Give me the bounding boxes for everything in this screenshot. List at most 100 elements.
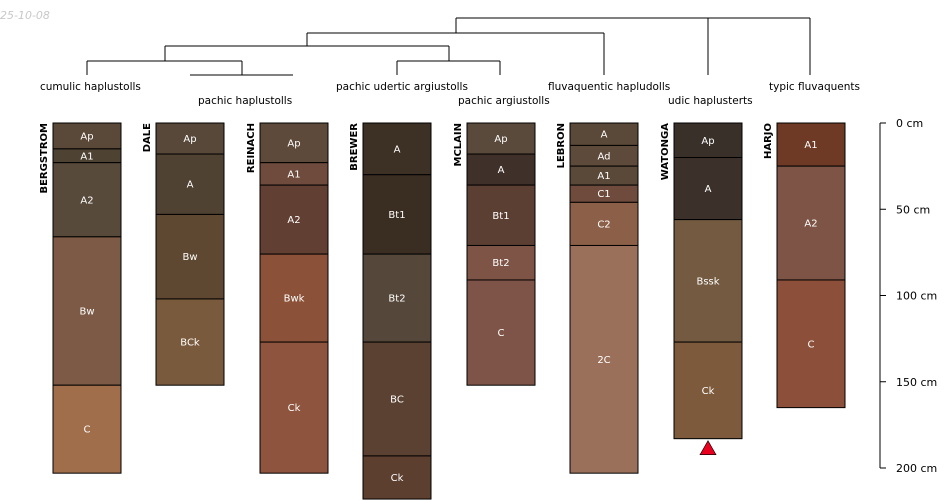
profile-reinach: Ap A1 A2 Bwk Ck REINACH: [246, 122, 329, 474]
horizon-label: Bt2: [492, 258, 509, 269]
profile-dale: Ap A Bw BCk DALE: [142, 122, 225, 386]
profile-name: DALE: [142, 123, 153, 152]
taxon-label: pachic haplustolls: [198, 95, 292, 107]
horizon: [52, 122, 122, 150]
horizon-label: Ap: [287, 138, 300, 149]
horizon-label: A: [187, 180, 194, 191]
taxon-label: cumulic haplustolls: [40, 81, 141, 93]
horizon-label: 2C: [597, 355, 610, 366]
horizon-label: A1: [804, 140, 817, 151]
horizon: [673, 122, 743, 158]
horizon: [52, 384, 122, 474]
horizon-label: C1: [597, 189, 610, 200]
horizon-label: A2: [287, 215, 300, 226]
dendrogram: [86, 17, 811, 76]
horizon-label: C: [84, 425, 91, 436]
profile-name: BREWER: [349, 123, 360, 171]
taxon-label: fluvaquentic hapludolls: [548, 81, 670, 93]
horizon: [776, 279, 846, 409]
horizon: [259, 184, 329, 255]
horizon-label: A2: [80, 195, 93, 206]
horizon-label: Bssk: [696, 276, 719, 287]
depth-axis: 0 cm 50 cm 100 cm 150 cm 200 cm: [879, 117, 937, 475]
depth-tick-label: 200 cm: [896, 462, 937, 475]
horizon: [362, 455, 432, 500]
horizon-label: BC: [390, 395, 404, 406]
profile-name: REINACH: [246, 123, 257, 173]
horizon: [466, 153, 536, 186]
horizon: [776, 165, 846, 281]
horizon: [155, 298, 225, 386]
horizon: [673, 157, 743, 221]
horizon: [259, 253, 329, 343]
profile-name: BERGSTROM: [39, 123, 50, 194]
horizon: [362, 122, 432, 176]
depth-tick-label: 50 cm: [896, 203, 930, 216]
taxon-label: typic fluvaquents: [769, 81, 860, 93]
horizon-label: BCk: [180, 338, 200, 349]
horizon-label: A1: [597, 171, 610, 182]
profile-harjo: A1 A2 C HARJO: [763, 122, 846, 409]
horizon-label: Ad: [597, 151, 610, 162]
horizon-label: A: [498, 165, 505, 176]
horizon: [362, 253, 432, 343]
horizon: [673, 219, 743, 343]
horizon: [52, 236, 122, 386]
depth-tick-label: 100 cm: [896, 290, 937, 303]
horizon-label: Bw: [79, 307, 94, 318]
horizon-label: Ap: [494, 134, 507, 145]
horizon-label: C: [808, 339, 815, 350]
bottom-marker-triangle: [699, 440, 717, 455]
horizon-label: A: [601, 130, 608, 141]
taxonomy-labels: cumulic haplustolls pachic haplustolls p…: [40, 81, 860, 107]
horizon: [466, 279, 536, 386]
horizon-label: A: [705, 184, 712, 195]
profile-name: HARJO: [763, 123, 774, 159]
date-label: 2025-10-08: [0, 9, 50, 22]
horizon-label: C2: [597, 219, 610, 230]
horizon-label: Bt1: [388, 210, 405, 221]
profile-bergstrom: Ap A1 A2 Bw C BERGSTROM: [39, 122, 122, 474]
horizon: [776, 122, 846, 167]
profile-watonga: Ap A Bssk Ck WATONGA: [660, 122, 743, 455]
horizon-label: C: [498, 328, 505, 339]
taxon-label: pachic argiustolls: [458, 95, 550, 107]
profiles: Ap A1 A2 Bw C BERGSTROM Ap A Bw BCk DALE Ap A1 A2 Bwk C…: [39, 122, 846, 500]
horizon: [466, 244, 536, 281]
profile-name: MCLAIN: [453, 123, 464, 167]
horizon: [259, 341, 329, 474]
horizon-label: Ap: [80, 131, 93, 142]
profile-name: LEBRON: [556, 123, 567, 168]
depth-tick-label: 0 cm: [896, 117, 923, 130]
horizon-label: Ap: [701, 136, 714, 147]
horizon: [673, 341, 743, 440]
horizon-label: Bt1: [492, 211, 509, 222]
profile-lebron: A Ad A1 C1 C2 2C LEBRON: [556, 122, 639, 474]
horizon: [362, 341, 432, 457]
horizon: [259, 122, 329, 164]
horizon-label: Bwk: [284, 294, 305, 305]
profile-mclain: Ap A Bt1 Bt2 C MCLAIN: [453, 122, 536, 386]
horizon-label: A1: [80, 151, 93, 162]
horizon: [466, 122, 536, 155]
horizon-label: A1: [287, 169, 300, 180]
profile-name: WATONGA: [660, 123, 671, 180]
horizon-label: Bw: [182, 252, 197, 263]
taxon-label: pachic udertic argiustolls: [336, 81, 468, 93]
horizon-label: A2: [804, 219, 817, 230]
horizon-label: Bt2: [388, 294, 405, 305]
horizon: [52, 162, 122, 238]
horizon: [155, 213, 225, 300]
profile-brewer: A Bt1 Bt2 BC Ck BREWER: [349, 122, 432, 500]
horizon-label: A: [394, 144, 401, 155]
horizon-label: Ck: [288, 403, 301, 414]
depth-tick-label: 150 cm: [896, 376, 937, 389]
horizon: [155, 122, 225, 155]
taxon-label: udic haplusterts: [668, 95, 753, 107]
horizon-label: Ap: [183, 134, 196, 145]
horizon: [569, 244, 639, 474]
horizon-label: Ck: [702, 386, 715, 397]
horizon: [569, 201, 639, 246]
horizon-label: Ck: [391, 473, 404, 484]
